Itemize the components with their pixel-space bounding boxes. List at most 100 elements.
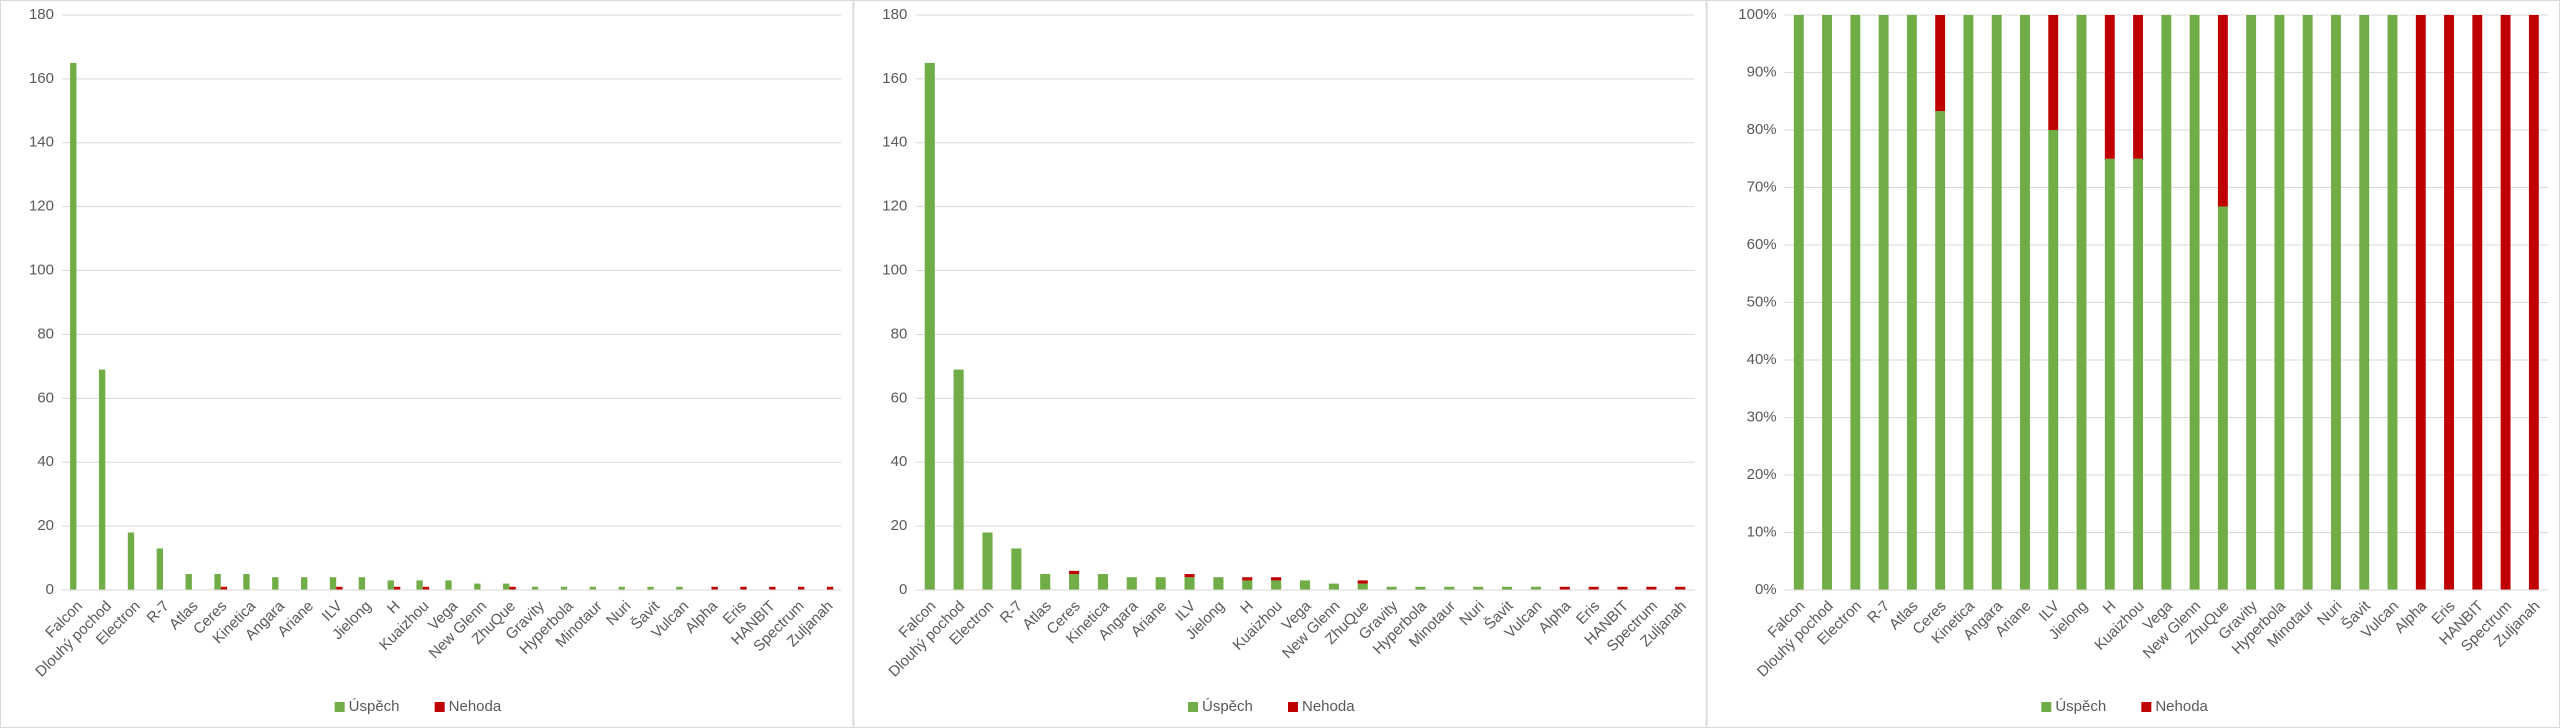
y-tick-label: 160	[882, 70, 907, 87]
bar-segment	[1328, 583, 1339, 590]
legend-label: Nehoda	[2155, 698, 2208, 715]
bar-segment	[1935, 111, 1946, 591]
y-tick-label: 120	[29, 198, 54, 215]
y-tick-label: 70%	[1747, 178, 1777, 195]
legend-swatch	[2141, 702, 2152, 712]
y-tick-label: 20	[37, 517, 54, 534]
y-tick-label: 40	[37, 453, 54, 470]
y-tick-label: 60%	[1747, 236, 1777, 253]
bar-segment	[1271, 577, 1282, 581]
x-tick-label: H	[384, 598, 404, 618]
bar-segment	[924, 62, 935, 590]
bar-segment	[1530, 586, 1541, 590]
bar-segment	[1793, 15, 1804, 590]
bar	[70, 62, 77, 590]
bar-segment	[1069, 574, 1080, 590]
bar-segment	[1617, 586, 1628, 590]
bar-segment	[2048, 130, 2059, 590]
bar-segment	[2133, 15, 2144, 159]
bar	[220, 586, 228, 590]
y-tick-label: 40%	[1747, 351, 1777, 368]
legend-swatch	[334, 702, 345, 712]
y-tick-label: 80	[891, 325, 908, 342]
x-tick-label: Alpha	[2391, 597, 2431, 637]
bar	[676, 586, 683, 590]
bar	[509, 586, 516, 590]
bar-segment	[2274, 15, 2285, 590]
bar	[769, 586, 776, 590]
bar	[560, 586, 568, 590]
bar-segment	[1991, 15, 2002, 590]
bar-segment	[1155, 577, 1166, 590]
y-tick-label: 100	[882, 262, 907, 279]
bar	[358, 577, 366, 590]
bar-segment	[2331, 15, 2341, 590]
bar-segment	[2500, 15, 2511, 590]
bar-segment	[1299, 580, 1311, 590]
bar-segment	[1069, 570, 1080, 575]
bar	[474, 583, 481, 590]
chart-panel: 0%10%20%30%40%50%60%70%80%90%100%FalconD…	[1706, 0, 2560, 728]
bar	[445, 580, 452, 590]
bar-segment	[1126, 577, 1137, 590]
y-tick-label: 10%	[1747, 523, 1777, 540]
bar-segment	[1011, 548, 1022, 590]
y-tick-label: 160	[29, 70, 54, 87]
bar	[214, 574, 221, 590]
x-tick-label: H	[1237, 598, 1257, 618]
bar-segment	[1271, 580, 1282, 590]
bar	[98, 369, 106, 590]
bar-segment	[2217, 206, 2228, 590]
bar-segment	[1097, 574, 1109, 590]
legend-swatch	[2041, 702, 2052, 712]
y-tick-label: 140	[29, 134, 54, 151]
bar-segment	[1386, 586, 1397, 590]
bar-segment	[2415, 15, 2426, 590]
bar-segment	[2189, 15, 2200, 590]
y-tick-label: 0	[899, 581, 907, 598]
bar	[589, 586, 596, 590]
bar	[393, 586, 401, 590]
bar	[185, 574, 192, 590]
y-tick-label: 180	[882, 6, 907, 23]
bar-segment	[1559, 586, 1570, 590]
bar-segment	[1646, 586, 1657, 590]
bar-segment	[1473, 586, 1484, 590]
bar-segment	[2472, 15, 2483, 590]
bar	[422, 586, 430, 590]
bar	[416, 580, 423, 590]
bar-segment	[1906, 15, 1917, 590]
y-tick-label: 60	[37, 389, 54, 406]
y-tick-label: 140	[882, 134, 907, 151]
bar-segment	[2359, 15, 2370, 590]
bar-segment	[2387, 15, 2398, 590]
bar	[387, 580, 394, 590]
y-tick-label: 30%	[1747, 408, 1777, 425]
legend-swatch	[1188, 702, 1198, 712]
bar	[336, 586, 343, 590]
bar-segment	[1878, 15, 1889, 590]
bar	[826, 586, 834, 590]
legend-label: Nehoda	[1302, 698, 1355, 715]
y-tick-label: 20	[891, 517, 908, 534]
bar-segment	[1184, 577, 1195, 590]
y-tick-label: 80	[37, 325, 54, 342]
bar-segment	[1242, 577, 1253, 581]
y-tick-label: 100	[29, 262, 54, 279]
bar	[798, 586, 805, 590]
bar-segment	[953, 369, 964, 590]
y-tick-label: 90%	[1747, 63, 1777, 80]
bar-segment	[2161, 15, 2172, 590]
y-tick-label: 60	[891, 389, 908, 406]
bar	[647, 586, 654, 590]
bar	[272, 577, 279, 590]
bar-segment	[1213, 577, 1224, 590]
bar-segment	[1184, 574, 1195, 578]
y-tick-label: 80%	[1747, 121, 1777, 138]
bar-segment	[1444, 586, 1455, 590]
y-tick-label: 50%	[1747, 293, 1777, 310]
bar-segment	[1675, 586, 1686, 590]
bar-segment	[1040, 574, 1051, 590]
